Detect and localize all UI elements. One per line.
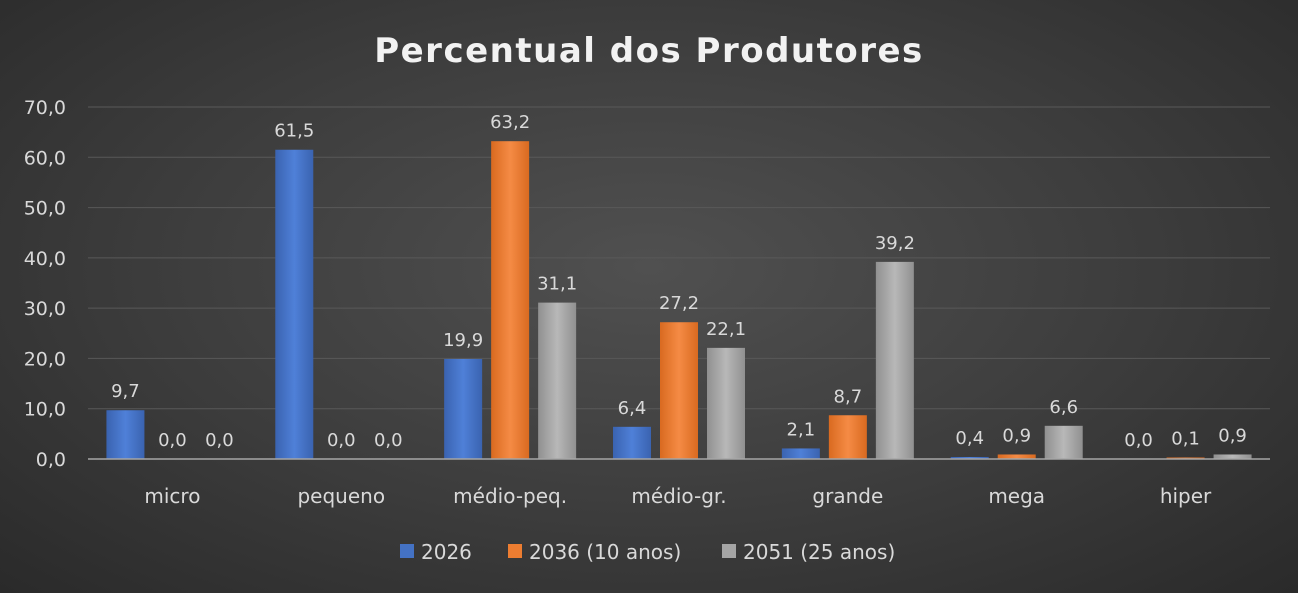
y-tick-label: 40,0 [24, 248, 66, 270]
data-labels: 9,7 0,0 0,0 61,5 0,0 0,0 19,9 63,2 31,1 6,4 27,2 22… [111, 112, 1247, 451]
chart-title: Percentual dos Produtores [374, 31, 924, 71]
bar [491, 141, 530, 460]
bars [106, 141, 1252, 460]
data-label: 6,6 [1049, 397, 1078, 418]
data-label: 19,9 [443, 330, 483, 351]
data-label: 0,0 [327, 430, 356, 451]
x-tick-label: pequeno [297, 484, 385, 508]
data-label: 8,7 [834, 386, 863, 407]
data-label: 2,1 [787, 419, 816, 440]
x-tick-label: mega [988, 484, 1045, 508]
legend: 2026 2036 (10 anos) 2051 (25 anos) [400, 540, 895, 564]
x-tick-label: micro [144, 484, 200, 508]
bar [538, 302, 577, 459]
x-tick-label: médio-gr. [631, 484, 726, 508]
bar [660, 322, 698, 459]
data-label: 0,0 [1124, 430, 1153, 451]
bar [613, 426, 651, 459]
bar [875, 261, 914, 459]
data-label: 0,0 [158, 430, 187, 451]
data-label: 0,9 [1002, 425, 1031, 446]
bar [275, 149, 314, 459]
data-label: 63,2 [490, 112, 530, 133]
data-label: 0,9 [1218, 425, 1247, 446]
data-label: 6,4 [618, 398, 647, 419]
legend-swatch [722, 544, 736, 558]
axes: 0,0 10,0 20,0 30,0 40,0 50,0 60,0 70,0 micro pequ… [24, 97, 1270, 508]
data-label: 61,5 [274, 121, 314, 142]
data-label: 0,4 [955, 428, 984, 449]
bar [1213, 454, 1252, 459]
x-tick-label: grande [812, 484, 883, 508]
data-label: 0,0 [374, 430, 403, 451]
bar [781, 448, 820, 459]
legend-swatch [508, 544, 522, 558]
y-tick-label: 0,0 [36, 449, 66, 471]
y-tick-label: 20,0 [24, 348, 66, 370]
y-tick-label: 30,0 [24, 298, 66, 320]
data-label: 31,1 [537, 274, 577, 295]
data-label: 9,7 [111, 381, 140, 402]
y-tick-label: 60,0 [24, 147, 66, 169]
bar [444, 358, 483, 459]
bar [707, 347, 745, 459]
legend-swatch [400, 544, 414, 558]
data-label: 0,0 [205, 430, 234, 451]
y-tick-label: 70,0 [24, 97, 66, 119]
data-label: 0,1 [1171, 429, 1200, 450]
y-tick-label: 50,0 [24, 198, 66, 220]
legend-label: 2051 (25 anos) [743, 540, 895, 564]
bar [997, 454, 1036, 459]
data-label: 22,1 [706, 319, 746, 340]
bar [828, 415, 867, 459]
x-tick-label: médio-peq. [453, 484, 567, 508]
legend-label: 2026 [421, 540, 472, 564]
data-label: 39,2 [875, 233, 915, 254]
bar [950, 456, 989, 459]
bar [1044, 425, 1083, 459]
y-tick-label: 10,0 [24, 399, 66, 421]
legend-label: 2036 (10 anos) [529, 540, 681, 564]
x-tick-label: hiper [1160, 484, 1212, 508]
bar [106, 410, 145, 459]
data-label: 27,2 [659, 293, 699, 314]
